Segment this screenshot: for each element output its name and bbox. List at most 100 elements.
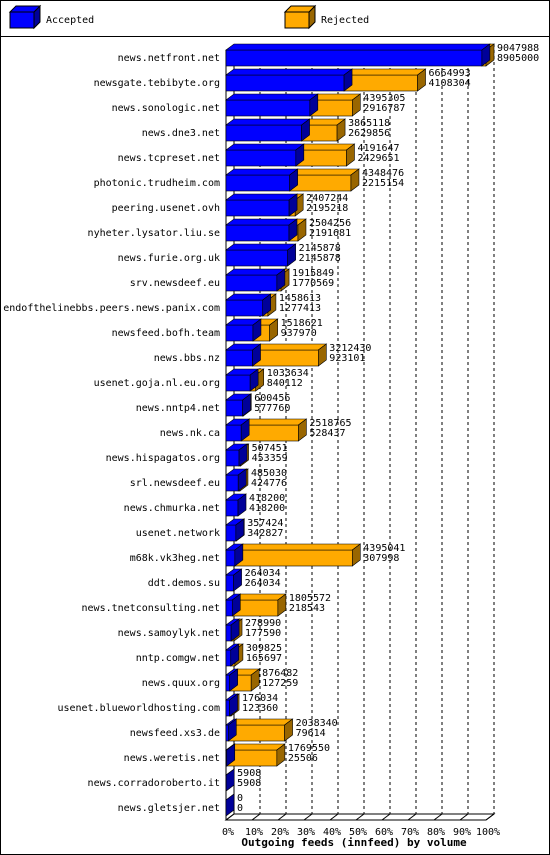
bar-accepted-top bbox=[225, 118, 311, 126]
bar-accepted-side bbox=[287, 243, 296, 267]
bar-accepted bbox=[225, 624, 232, 642]
tick-mark bbox=[355, 813, 365, 821]
y-tick-label: usenet.goja.nl.eu.org bbox=[94, 378, 220, 389]
value-label: 264034 bbox=[245, 568, 281, 579]
value-label: 342827 bbox=[247, 528, 283, 539]
bar-accepted-top bbox=[225, 68, 353, 76]
y-tick-label: nyheter.lysator.liu.se bbox=[88, 228, 220, 239]
bar-rejected-side bbox=[352, 93, 361, 117]
bar-accepted-top bbox=[225, 168, 299, 176]
tick-mark bbox=[329, 813, 339, 821]
value-label: 127259 bbox=[262, 678, 298, 689]
x-tick-label: 70% bbox=[401, 827, 419, 838]
bar-rejected bbox=[252, 349, 319, 367]
value-label: 2191681 bbox=[309, 228, 351, 239]
value-label: 5908 bbox=[237, 768, 261, 779]
bar-accepted bbox=[225, 224, 290, 242]
y-tick-label: usenet.network bbox=[136, 528, 220, 539]
value-label: 278990 bbox=[245, 618, 281, 629]
bar-accepted bbox=[225, 724, 229, 742]
bar-rejected-side bbox=[318, 343, 327, 367]
bar-accepted-side bbox=[231, 593, 241, 617]
bar-rejected bbox=[343, 74, 418, 92]
bar-accepted-side bbox=[276, 268, 286, 292]
y-tick-label: news.gletsjer.net bbox=[118, 803, 220, 814]
bar-accepted-side bbox=[288, 218, 298, 242]
bar-rejected-side bbox=[276, 743, 286, 767]
value-label: 507451 bbox=[252, 443, 288, 454]
value-label: 2145878 bbox=[299, 243, 341, 254]
bar-accepted-top bbox=[225, 93, 319, 101]
value-label: 528437 bbox=[309, 428, 345, 439]
bar-accepted bbox=[225, 649, 232, 667]
y-tick-label: newsfeed.xs3.de bbox=[130, 728, 220, 739]
bar-accepted-side bbox=[225, 768, 235, 792]
value-label: 840112 bbox=[267, 378, 303, 389]
value-label: 2518765 bbox=[309, 418, 351, 429]
y-tick-label: news.nntp4.net bbox=[136, 403, 220, 414]
y-tick-label: news.bbs.nz bbox=[154, 353, 220, 364]
bar-rejected bbox=[227, 724, 285, 742]
bar-accepted bbox=[225, 49, 483, 67]
bar-rejected-side bbox=[298, 418, 307, 442]
bar-accepted bbox=[225, 349, 253, 367]
bar-rejected bbox=[289, 174, 352, 192]
value-label: 1033634 bbox=[267, 368, 309, 379]
bar-accepted-side bbox=[249, 368, 259, 392]
value-label: 937970 bbox=[281, 328, 317, 339]
y-tick-label: photonic.trudheim.com bbox=[94, 178, 220, 189]
y-tick-label: endofthelinebbs.peers.news.panix.com bbox=[3, 303, 220, 314]
bar-accepted-side bbox=[252, 343, 261, 367]
x-tick-label: 60% bbox=[375, 827, 393, 838]
x-tick-label: 0% bbox=[222, 827, 234, 838]
y-tick-label: srv.newsdeef.eu bbox=[130, 278, 220, 289]
legend-swatch-top bbox=[283, 5, 317, 13]
bar-accepted-side bbox=[225, 793, 235, 817]
value-label: 424776 bbox=[251, 478, 287, 489]
x-tick-label: 30% bbox=[297, 827, 315, 838]
value-label: 357424 bbox=[247, 518, 283, 529]
value-label: 3212430 bbox=[329, 343, 371, 354]
bar-rejected-top bbox=[225, 743, 286, 751]
y-tick-label: news.dne3.net bbox=[142, 128, 220, 139]
value-label: 2215154 bbox=[362, 178, 404, 189]
value-label: 264034 bbox=[245, 578, 281, 589]
y-tick-label: newsgate.tebibyte.org bbox=[94, 78, 220, 89]
bar-accepted-top bbox=[225, 268, 286, 276]
bar-accepted-side bbox=[289, 168, 298, 192]
bar-rejected-side bbox=[250, 668, 260, 692]
value-label: 4191647 bbox=[357, 143, 399, 154]
value-label: 309825 bbox=[246, 643, 282, 654]
value-label: 1770569 bbox=[292, 278, 334, 289]
value-label: 0 bbox=[237, 803, 243, 814]
bar-rejected-side bbox=[417, 68, 426, 92]
value-label: 218543 bbox=[289, 603, 325, 614]
bar-accepted-side bbox=[229, 693, 238, 717]
bar-rejected bbox=[234, 549, 353, 567]
bar-accepted bbox=[225, 574, 234, 592]
value-label: 1769550 bbox=[288, 743, 330, 754]
bar-accepted bbox=[225, 199, 290, 217]
bar-accepted-side bbox=[229, 668, 238, 692]
value-label: 3865118 bbox=[348, 118, 390, 129]
bar-rejected-side bbox=[284, 718, 293, 742]
bar-accepted bbox=[225, 249, 288, 267]
bar-rejected-side bbox=[351, 543, 361, 567]
y-tick-label: news.tcpreset.net bbox=[118, 153, 220, 164]
y-tick-label: news.quux.org bbox=[142, 678, 220, 689]
value-label: 418200 bbox=[249, 493, 285, 504]
bar-rejected-side bbox=[350, 168, 360, 192]
value-label: 177590 bbox=[245, 628, 281, 639]
y-tick-label: news.furie.org.uk bbox=[118, 253, 220, 264]
bar-accepted-side bbox=[252, 318, 262, 342]
bar-accepted-side bbox=[288, 193, 298, 217]
value-label: 79614 bbox=[296, 728, 326, 739]
bar-rejected-top bbox=[233, 543, 362, 551]
legend-swatch bbox=[9, 11, 35, 29]
bar-accepted-side bbox=[238, 443, 248, 467]
bar-accepted bbox=[225, 299, 264, 317]
value-label: 4395041 bbox=[363, 543, 405, 554]
value-label: 577760 bbox=[254, 403, 290, 414]
tick-mark bbox=[303, 813, 313, 821]
